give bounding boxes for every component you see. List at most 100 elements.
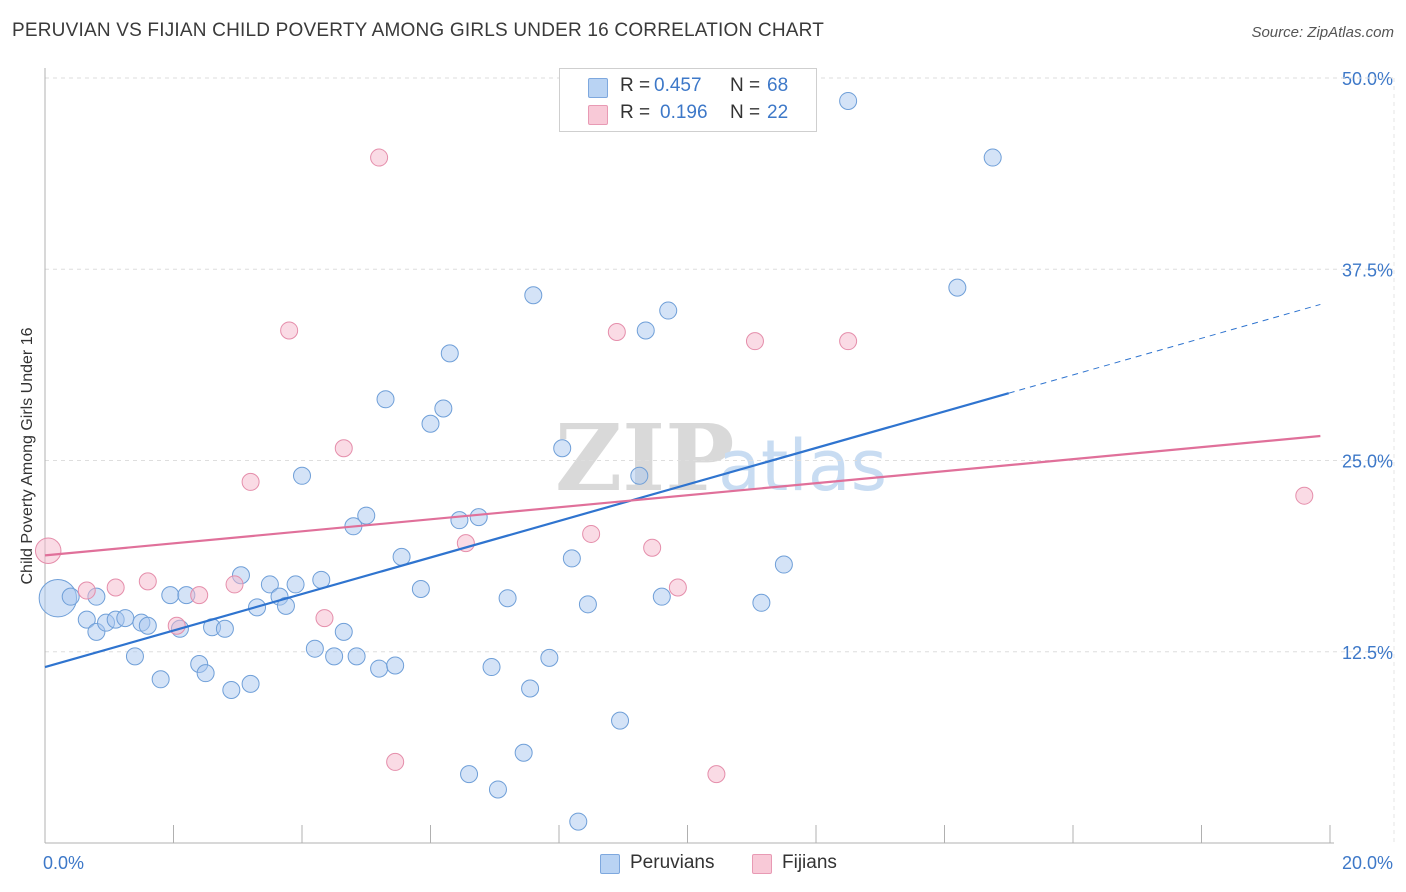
data-point-peruvians [562,549,581,568]
data-point-peruvians [196,664,215,683]
data-point-peruvians [215,619,234,638]
y-tick-label: 12.5% [1342,643,1393,663]
data-point-peruvians [357,506,376,525]
data-point-fijians [668,578,687,597]
data-point-peruvians [553,439,572,458]
trendline-extension-peruvians [1008,303,1321,394]
legend-r-label: R = [620,75,651,96]
data-point-peruvians [752,593,771,612]
data-point-peruvians [77,610,96,629]
y-tick-label: 50.0% [1342,69,1393,89]
data-point-fijians [106,578,125,597]
data-point-peruvians [276,596,295,615]
data-point-peruvians [386,656,405,675]
x-tick-label-end: 20.0% [1342,853,1393,873]
data-point-peruvians [948,278,967,297]
data-point-peruvians [983,148,1002,167]
data-point-fijians [190,586,209,605]
data-point-fijians [334,439,353,458]
data-point-fijians [707,765,726,784]
data-point-peruvians [116,609,135,628]
data-point-peruvians [61,587,80,606]
legend-swatch-fijians [588,105,608,125]
data-point-fijians [34,537,62,565]
data-point-peruvians [636,321,655,340]
bottom-legend-swatch-peruvians [600,854,620,874]
data-point-peruvians [222,681,241,699]
legend-n-value: 68 [767,75,789,96]
data-point-peruvians [421,414,440,433]
trendline-fijians [44,434,1321,557]
legend-n-label: N = [730,75,761,96]
data-point-fijians [138,572,157,591]
chart-title: PERUVIAN VS FIJIAN CHILD POVERTY AMONG G… [12,20,825,41]
data-point-fijians [582,524,601,543]
data-point-peruvians [498,589,517,608]
data-point-peruvians [305,639,324,658]
legend-r-value: 0.457 [654,75,702,96]
data-point-peruvians [488,780,507,799]
data-point-peruvians [434,399,453,418]
data-point-peruvians [151,670,170,689]
data-point-peruvians [630,466,649,485]
data-point-fijians [745,332,764,351]
data-point-peruvians [334,622,353,641]
data-point-fijians [386,752,405,771]
data-point-fijians [839,332,858,351]
y-tick-label: 37.5% [1342,260,1393,280]
data-point-peruvians [521,679,540,698]
data-point-fijians [77,581,96,600]
bottom-legend-label-fijians: Fijians [782,852,837,873]
legend-n-value: 22 [767,102,789,123]
data-point-peruvians [138,616,157,635]
data-point-peruvians [652,587,671,606]
data-point-fijians [315,609,334,628]
data-point-peruvians [440,344,459,363]
bottom-legend-swatch-fijians [752,854,772,874]
legend-r-value: 0.196 [660,102,708,123]
data-point-peruvians [540,648,559,667]
data-point-peruvians [376,390,395,409]
data-point-peruvians [293,466,311,485]
data-point-peruvians [370,659,389,678]
data-point-peruvians [125,647,144,666]
trendline-peruvians [44,392,1010,669]
data-point-fijians [225,575,244,594]
data-point-peruvians [460,765,479,784]
legend-r-label: R = [620,102,651,123]
y-axis-label: Child Poverty Among Girls Under 16 [19,327,36,585]
data-point-peruvians [325,647,344,666]
data-point-peruvians [286,575,305,594]
legend-swatch-peruvians [588,78,608,98]
data-point-peruvians [482,658,501,677]
data-point-fijians [1295,486,1314,505]
correlation-legend: R = 0.457 N = 68 R = 0.196 N = 22 [559,68,817,132]
data-point-peruvians [839,91,858,110]
watermark-atlas: atlas [718,425,887,507]
data-point-peruvians [659,301,678,320]
data-point-fijians [370,148,389,167]
data-point-peruvians [450,511,469,530]
chart-source: Source: ZipAtlas.com [1251,24,1394,41]
data-point-fijians [643,538,662,557]
data-point-fijians [280,321,299,340]
data-point-peruvians [524,286,543,305]
data-point-peruvians [514,743,533,762]
data-point-peruvians [469,508,488,527]
data-point-peruvians [569,812,588,831]
data-point-peruvians [241,674,260,693]
legend-n-label: N = [730,102,761,123]
data-point-peruvians [774,555,793,574]
data-point-fijians [607,322,626,341]
data-point-peruvians [411,580,430,599]
data-point-peruvians [347,647,366,666]
data-point-peruvians [392,547,411,566]
y-tick-label: 25.0% [1342,452,1393,472]
data-point-fijians [241,472,260,491]
x-tick-label-start: 0.0% [43,853,84,873]
data-point-peruvians [578,595,597,614]
data-point-peruvians [260,575,279,594]
data-point-peruvians [611,711,630,730]
data-point-peruvians [161,586,180,605]
